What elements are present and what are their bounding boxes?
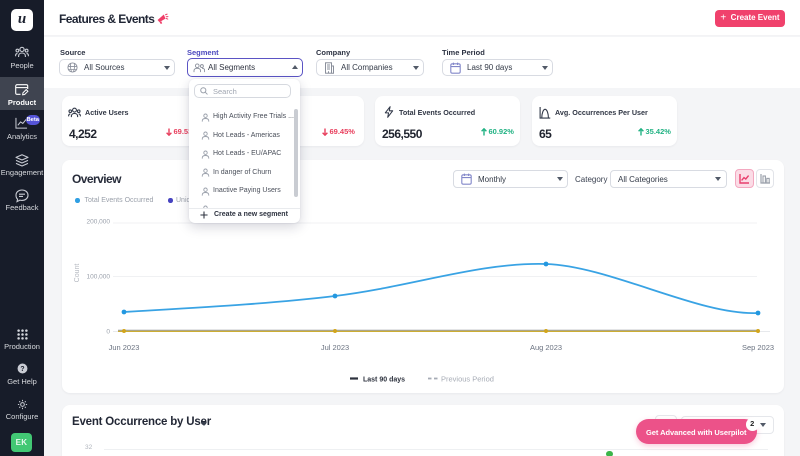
svg-text:Jul 2023: Jul 2023 — [321, 343, 349, 352]
svg-text:0: 0 — [106, 329, 110, 336]
svg-text:Count: Count — [74, 264, 81, 283]
svg-text:Sep 2023: Sep 2023 — [742, 343, 774, 352]
svg-text:?: ? — [20, 365, 24, 372]
svg-text:Previous Period: Previous Period — [441, 375, 494, 384]
svg-text:Aug 2023: Aug 2023 — [530, 343, 562, 352]
svg-text:100,000: 100,000 — [87, 274, 111, 281]
svg-text:Last 90 days: Last 90 days — [363, 377, 405, 384]
svg-text:200,000: 200,000 — [87, 219, 111, 226]
svg-text:Jun 2023: Jun 2023 — [109, 343, 140, 352]
